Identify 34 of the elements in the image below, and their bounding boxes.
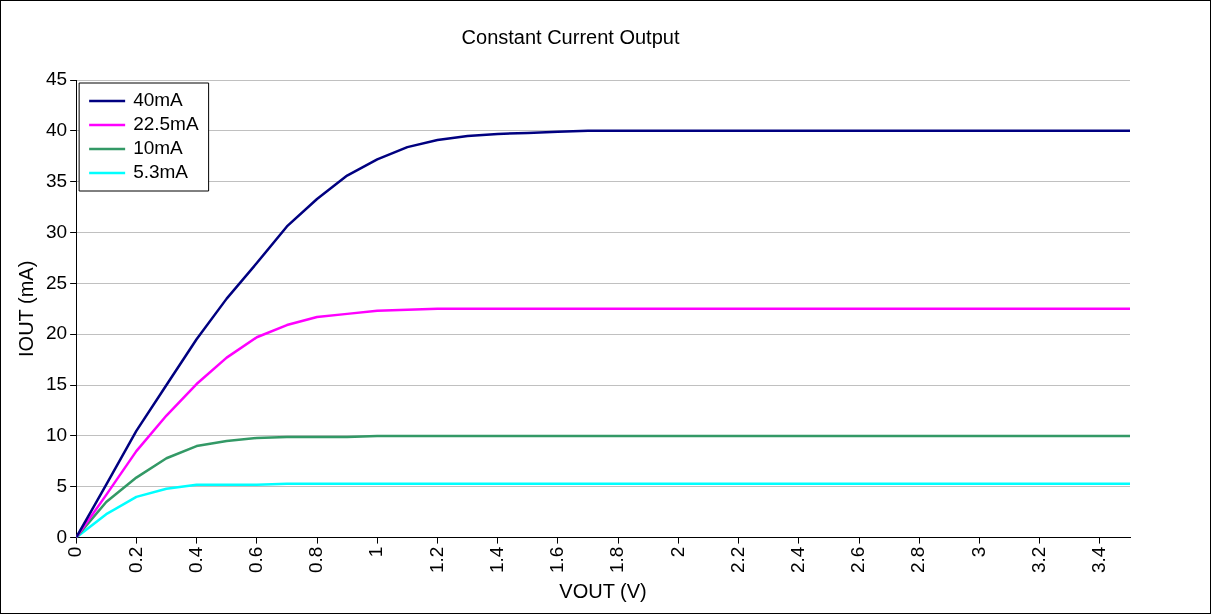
y-tick-label: 40 bbox=[45, 119, 68, 141]
x-tick-label: 3.2 bbox=[1027, 546, 1049, 574]
y-tick-label: 5 bbox=[56, 474, 68, 496]
y-tick-label: 25 bbox=[45, 271, 68, 293]
x-tick-label: 1.2 bbox=[425, 546, 447, 574]
x-tick-label: 0.8 bbox=[305, 546, 327, 574]
x-tick-label: 2.2 bbox=[726, 546, 748, 574]
y-axis-title: IOUT (mA) bbox=[14, 260, 37, 357]
x-axis-title: VOUT (V) bbox=[559, 579, 647, 602]
x-tick-label: 2 bbox=[666, 546, 688, 558]
legend-label: 40mA bbox=[133, 89, 184, 111]
y-tick-label: 20 bbox=[45, 322, 68, 344]
y-tick-label: 35 bbox=[45, 169, 68, 191]
chart-title: Constant Current Output bbox=[461, 25, 680, 48]
x-tick-label: 1.8 bbox=[606, 546, 628, 574]
x-tick-label: 1.4 bbox=[485, 546, 507, 574]
legend-label: 5.3mA bbox=[133, 161, 189, 183]
x-tick-label: 2.8 bbox=[907, 546, 929, 574]
x-tick-label: 0.4 bbox=[184, 546, 206, 574]
x-tick-label: 3.4 bbox=[1088, 546, 1110, 574]
x-tick-label: 0 bbox=[64, 546, 86, 558]
y-tick-label: 45 bbox=[45, 68, 68, 90]
x-tick-label: 3 bbox=[967, 546, 989, 558]
y-tick-label: 15 bbox=[45, 373, 68, 395]
x-tick-label: 0.2 bbox=[124, 546, 146, 574]
x-tick-label: 0.6 bbox=[245, 546, 267, 574]
x-tick-label: 1.6 bbox=[546, 546, 568, 574]
x-tick-label: 2.6 bbox=[847, 546, 869, 574]
legend-label: 10mA bbox=[133, 137, 184, 159]
y-tick-label: 30 bbox=[45, 220, 68, 242]
y-tick-label: 10 bbox=[45, 424, 68, 446]
x-tick-label: 1 bbox=[365, 546, 387, 558]
legend-label: 22.5mA bbox=[133, 113, 199, 135]
x-tick-label: 2.4 bbox=[787, 546, 809, 574]
